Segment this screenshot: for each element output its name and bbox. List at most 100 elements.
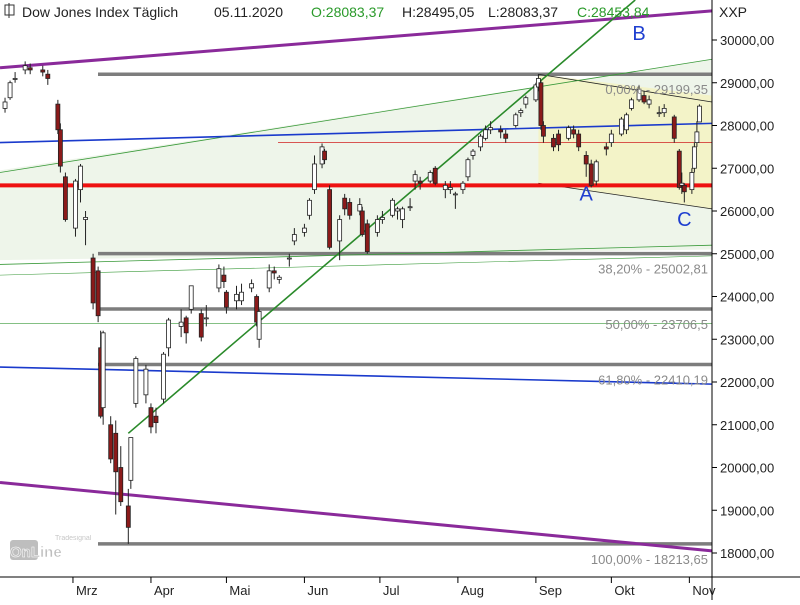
candle-body	[291, 234, 297, 242]
candle-body	[432, 167, 438, 184]
candle	[460, 181, 466, 194]
candle	[576, 129, 582, 152]
y-tick-label: 22000,00	[720, 375, 774, 390]
candle-body	[641, 95, 647, 103]
y-tick-label: 20000,00	[720, 461, 774, 476]
x-tick-label: Jul	[383, 583, 400, 598]
trendline-purple-upper	[0, 9, 713, 70]
candle-body	[95, 270, 101, 317]
candle	[276, 275, 282, 284]
candle-body	[359, 210, 365, 235]
chart-header: Dow Jones Index Täglich 05.11.2020 O:280…	[4, 3, 747, 20]
candle	[523, 95, 529, 109]
candle-body	[63, 176, 68, 220]
candle-body	[221, 274, 227, 282]
candle	[417, 176, 423, 190]
chart-title: Dow Jones Index Täglich	[22, 4, 178, 20]
candle	[133, 356, 139, 408]
candle	[22, 61, 28, 75]
candle-body	[57, 129, 63, 167]
candle	[7, 80, 13, 100]
tradesignal-logo: Tradesignal OnLine	[10, 535, 92, 561]
candle-body	[374, 219, 380, 233]
candle	[488, 121, 494, 135]
candle	[603, 142, 609, 156]
x-tick-label: Aug	[461, 583, 484, 598]
candle	[188, 285, 194, 314]
green-channel-lower-2	[0, 255, 713, 276]
candle	[266, 264, 272, 293]
x-tick-label: Sep	[539, 583, 562, 598]
candle	[249, 279, 254, 293]
candle	[470, 149, 476, 160]
candle	[221, 266, 227, 288]
candle-body	[588, 163, 594, 186]
candle	[90, 253, 96, 310]
candle	[45, 69, 51, 85]
candle	[697, 104, 702, 123]
logo-top-text: Tradesignal	[55, 535, 92, 542]
candle	[148, 403, 154, 434]
candle-body	[357, 204, 363, 212]
candle-body	[133, 358, 139, 404]
candle-body	[583, 155, 589, 165]
candle	[571, 125, 577, 139]
candle-body	[2, 101, 8, 109]
candle	[503, 129, 509, 143]
candle-body	[188, 285, 194, 310]
candle	[636, 84, 642, 102]
y-tick-label: 18000,00	[720, 546, 774, 561]
high-value: H:28495,05	[402, 4, 475, 20]
triangle-lower-edge	[538, 182, 713, 210]
candle	[183, 315, 189, 344]
y-tick-label: 19000,00	[720, 503, 774, 518]
candle	[178, 309, 184, 338]
candle	[342, 193, 348, 216]
candle	[624, 112, 629, 135]
candle	[551, 134, 556, 152]
candle-body	[513, 114, 519, 126]
candle	[63, 172, 68, 222]
green-channel-upper	[0, 58, 713, 173]
open-value: O:28083,37	[311, 4, 384, 20]
candle	[128, 437, 134, 489]
candle-body	[679, 182, 685, 186]
candle	[312, 155, 317, 194]
candle	[55, 99, 61, 135]
candle	[583, 151, 589, 177]
candle-body	[636, 88, 642, 101]
close-icon[interactable]	[4, 3, 15, 18]
candle	[447, 181, 453, 194]
candle-body	[412, 174, 418, 182]
candle-body	[656, 112, 662, 115]
candle	[646, 95, 652, 109]
fib-level-label: 61,80% - 22410,19	[598, 372, 708, 387]
green-channel-lower	[0, 244, 713, 265]
candle	[442, 181, 448, 199]
candle	[407, 198, 413, 211]
symbol-label: XXP	[719, 4, 747, 20]
candle-body	[307, 199, 312, 216]
candle-body	[143, 368, 149, 396]
candle-body	[603, 146, 609, 150]
candle-body	[390, 199, 395, 216]
candle-body	[533, 84, 539, 101]
y-tick-label: 26000,00	[720, 204, 774, 219]
x-tick-label: Mai	[229, 583, 250, 598]
candle-body	[249, 283, 254, 289]
candle	[608, 129, 614, 147]
y-tick-label: 28000,00	[720, 119, 774, 134]
candle-body	[90, 257, 96, 304]
candle-body	[541, 125, 546, 137]
x-tick-label: Nov	[692, 583, 716, 598]
fib-level-label: 38,20% - 25002,81	[598, 262, 708, 277]
candle-body	[452, 193, 458, 196]
candle	[337, 215, 343, 261]
fib-level-label: 0,00% - 29199,35	[605, 82, 708, 97]
candle	[412, 170, 418, 190]
candle	[118, 446, 124, 506]
candle-body	[676, 150, 682, 188]
candle-body	[256, 311, 262, 340]
candle-body	[498, 129, 504, 133]
